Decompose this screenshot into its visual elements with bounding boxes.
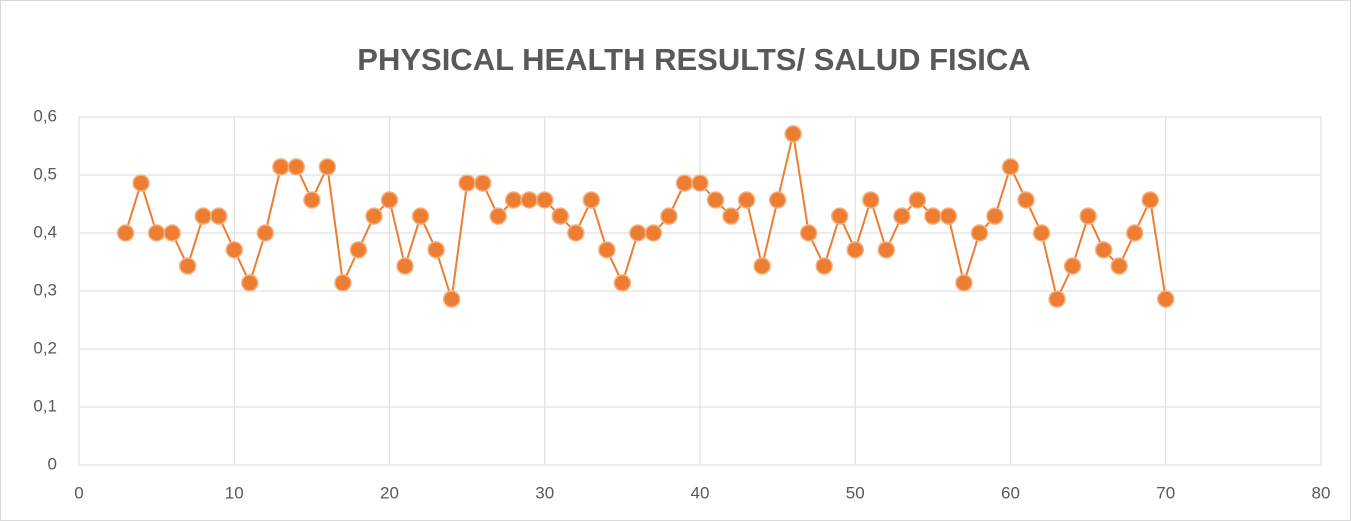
point [1079,207,1097,225]
chart-title: PHYSICAL HEALTH RESULTS/ SALUD FISICA [357,42,1030,77]
x-tick-label: 30 [535,483,554,502]
point [706,191,725,209]
point [132,174,150,192]
point [567,224,585,242]
point [287,158,306,176]
point [924,207,942,225]
x-tick-label: 10 [225,483,244,502]
point [256,224,275,242]
point [1125,224,1144,242]
point [598,241,616,259]
point [303,191,321,209]
point [318,158,337,176]
point [784,125,802,143]
x-tick-label: 0 [74,483,83,502]
x-tick-label: 80 [1312,483,1331,502]
point [427,241,445,259]
point [862,191,880,209]
point [753,257,771,275]
point [768,191,787,209]
point [225,241,243,259]
point [1110,257,1128,275]
point [1094,241,1113,259]
point [970,224,989,242]
x-tick-label: 40 [691,483,710,502]
point [908,191,927,209]
point [116,224,135,242]
point [458,174,476,192]
point [815,257,833,275]
point [489,207,507,225]
point [272,158,290,176]
point [473,174,492,192]
point [675,174,694,192]
point [629,224,647,242]
x-tick-label: 20 [380,483,399,502]
point [877,241,896,259]
point [799,224,818,242]
point [691,174,709,192]
point [536,191,554,209]
point [893,207,911,225]
point [582,191,601,209]
point [194,207,212,225]
point [986,207,1004,225]
point [442,290,461,308]
point [939,207,958,225]
y-tick-label: 0,2 [33,338,57,357]
point [1017,191,1035,209]
point [241,274,259,292]
point [613,274,632,292]
x-tick-label: 70 [1156,483,1175,502]
point [396,257,414,275]
y-tick-label: 0,6 [33,106,57,125]
point [163,224,181,242]
point [1157,290,1175,308]
y-tick-label: 0 [48,454,57,473]
y-tick-label: 0,3 [33,280,57,299]
point [178,257,197,275]
x-tick-label: 60 [1001,483,1020,502]
point [365,207,383,225]
point [644,224,663,242]
point [411,207,430,225]
point [722,207,740,225]
point [955,274,973,292]
x-tick-label: 50 [846,483,865,502]
point [520,191,538,209]
y-tick-label: 0,5 [33,164,57,183]
point [551,207,570,225]
point [846,241,864,259]
point [830,207,849,225]
point [1141,191,1159,209]
point [380,191,399,209]
y-tick-label: 0,1 [33,396,57,415]
point [1001,158,1020,176]
point [737,191,756,209]
point [334,274,352,292]
point [660,207,678,225]
point [504,191,523,209]
point [1048,290,1066,308]
point [349,241,368,259]
point [1032,224,1051,242]
y-tick-label: 0,4 [33,222,57,241]
point [1063,257,1082,275]
point [147,224,166,242]
point [209,207,228,225]
